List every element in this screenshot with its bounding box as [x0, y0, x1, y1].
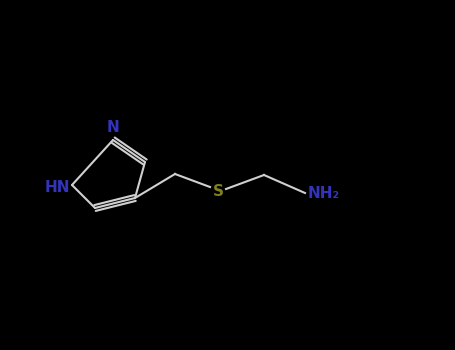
Text: HN: HN — [45, 181, 70, 196]
Text: S: S — [212, 184, 223, 200]
Text: NH₂: NH₂ — [308, 186, 340, 201]
Text: N: N — [106, 120, 119, 135]
